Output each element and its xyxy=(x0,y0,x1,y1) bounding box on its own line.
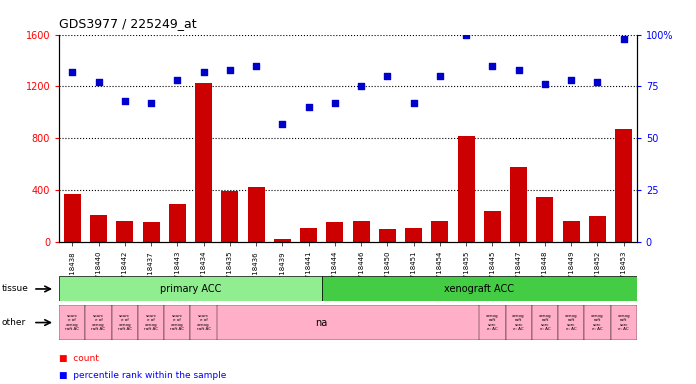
Point xyxy=(172,77,183,83)
Bar xyxy=(353,221,370,242)
Bar xyxy=(589,216,606,242)
Text: sourc
e of
xenog
raft AC: sourc e of xenog raft AC xyxy=(65,314,79,331)
Point xyxy=(119,98,130,104)
Bar xyxy=(505,305,532,340)
Bar xyxy=(510,167,527,242)
Point xyxy=(329,100,340,106)
Bar xyxy=(432,221,448,242)
Text: sourc
e of
xenog
raft AC: sourc e of xenog raft AC xyxy=(144,314,158,331)
Bar xyxy=(274,239,291,242)
Point xyxy=(277,121,288,127)
Point xyxy=(356,83,367,89)
Point xyxy=(198,69,209,75)
Bar xyxy=(195,83,212,242)
Bar xyxy=(379,229,396,242)
Text: xenog
raft
sorc
e: AC: xenog raft sorc e: AC xyxy=(565,314,578,331)
Bar xyxy=(116,221,134,242)
Bar xyxy=(221,191,238,242)
Text: ■  count: ■ count xyxy=(59,354,99,363)
Text: sourc
e of
xenog
raft AC: sourc e of xenog raft AC xyxy=(171,314,184,331)
Bar xyxy=(248,187,264,242)
Point xyxy=(461,31,472,38)
Text: other: other xyxy=(1,318,26,327)
Point xyxy=(303,104,314,110)
Text: ■  percentile rank within the sample: ■ percentile rank within the sample xyxy=(59,371,226,380)
Point xyxy=(539,81,551,88)
Bar xyxy=(405,228,422,242)
Text: GDS3977 / 225249_at: GDS3977 / 225249_at xyxy=(59,17,197,30)
Point xyxy=(618,36,629,42)
Point xyxy=(566,77,577,83)
Text: xenog
raft
sorc
e: AC: xenog raft sorc e: AC xyxy=(591,314,603,331)
Point xyxy=(382,73,393,79)
Bar xyxy=(458,136,475,242)
Text: sourc
e of
xenog
raft AC: sourc e of xenog raft AC xyxy=(196,314,211,331)
Point xyxy=(408,100,419,106)
Bar xyxy=(111,305,138,340)
Bar xyxy=(326,222,343,242)
Bar xyxy=(59,276,322,301)
Text: xenog
raft
sorc
e: AC: xenog raft sorc e: AC xyxy=(617,314,630,331)
Text: primary ACC: primary ACC xyxy=(160,284,221,294)
Text: na: na xyxy=(315,318,328,328)
Point xyxy=(487,63,498,69)
Bar xyxy=(562,220,580,242)
Bar xyxy=(59,305,86,340)
Bar xyxy=(615,129,632,242)
Bar xyxy=(191,305,216,340)
Bar xyxy=(558,305,585,340)
Point xyxy=(224,67,235,73)
Bar xyxy=(86,305,111,340)
Bar xyxy=(585,305,610,340)
Text: sourc
e of
xenog
raft AC: sourc e of xenog raft AC xyxy=(91,314,106,331)
Bar xyxy=(532,305,558,340)
Text: xenog
raft
sorc
e: AC: xenog raft sorc e: AC xyxy=(486,314,499,331)
Point xyxy=(145,100,157,106)
Bar xyxy=(143,222,159,242)
Bar xyxy=(610,305,637,340)
Bar xyxy=(300,228,317,242)
Point xyxy=(251,63,262,69)
Bar xyxy=(164,305,191,340)
Point xyxy=(434,73,445,79)
Text: sourc
e of
xenog
raft AC: sourc e of xenog raft AC xyxy=(118,314,132,331)
Bar xyxy=(322,276,637,301)
Point xyxy=(513,67,524,73)
Point xyxy=(67,69,78,75)
Bar xyxy=(64,194,81,242)
Text: xenograft ACC: xenograft ACC xyxy=(444,284,514,294)
Bar xyxy=(484,211,501,242)
Text: xenog
raft
sorc
e: AC: xenog raft sorc e: AC xyxy=(539,314,551,331)
Bar xyxy=(169,204,186,242)
Point xyxy=(592,79,603,85)
Bar xyxy=(138,305,164,340)
Text: xenog
raft
sorc
e: AC: xenog raft sorc e: AC xyxy=(512,314,525,331)
Text: tissue: tissue xyxy=(1,285,29,293)
Point xyxy=(93,79,104,85)
Bar xyxy=(480,305,505,340)
Bar xyxy=(90,215,107,242)
Bar xyxy=(537,197,553,242)
